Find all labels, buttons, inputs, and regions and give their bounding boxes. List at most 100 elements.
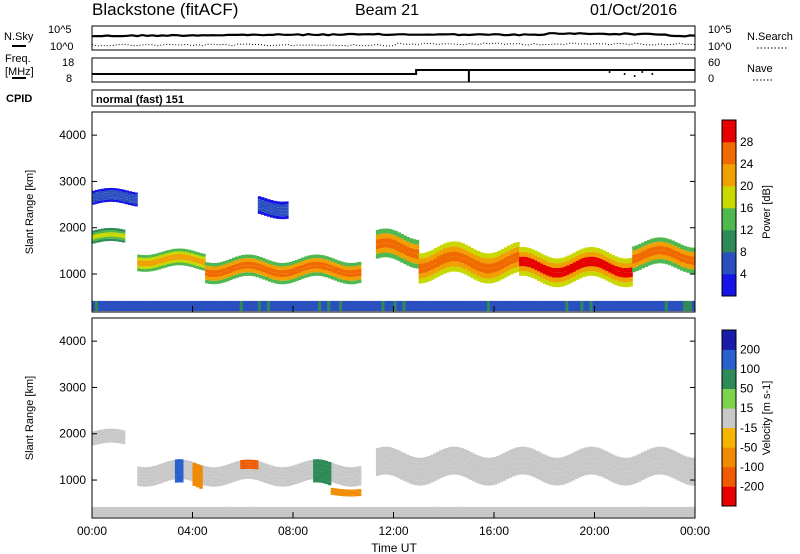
range-cell [491, 272, 496, 278]
range-cell [137, 473, 141, 477]
range-cell [391, 244, 395, 249]
range-cell [330, 492, 335, 494]
range-cell [529, 466, 533, 472]
range-cell [221, 472, 226, 476]
range-cell [528, 248, 532, 253]
range-cell [199, 469, 203, 474]
range-cell [217, 266, 221, 270]
range-cell [313, 467, 317, 471]
range-cell [516, 252, 520, 257]
range-cell [553, 457, 558, 463]
range-cell [653, 250, 657, 256]
range-cell [149, 479, 153, 483]
range-cell [155, 474, 159, 479]
range-cell [482, 258, 487, 263]
range-cell [100, 441, 105, 444]
range-cell [285, 483, 289, 487]
range-cell [464, 244, 468, 250]
range-cell [246, 465, 250, 468]
range-cell [254, 466, 259, 468]
range-cell [303, 256, 308, 260]
range-cell [532, 458, 536, 464]
range-cell [445, 457, 449, 462]
range-cell [614, 280, 618, 286]
range-cell [683, 254, 687, 259]
ground-cell [655, 506, 660, 518]
range-cell [394, 245, 398, 251]
range-cell [451, 469, 455, 475]
range-cell [593, 252, 598, 257]
range-cell [196, 257, 200, 261]
range-cell [112, 433, 117, 436]
ground-cell [230, 300, 235, 312]
ground-cell [571, 300, 575, 312]
ground-cell [176, 506, 180, 518]
range-cell [500, 249, 505, 254]
range-cell [421, 258, 426, 264]
range-cell [540, 263, 544, 269]
ground-cell [589, 506, 593, 518]
range-cell [535, 455, 540, 461]
range-cell [551, 263, 556, 268]
range-cell [121, 235, 126, 239]
range-cell [661, 451, 666, 457]
range-cell [538, 470, 543, 476]
range-cell [604, 451, 609, 456]
range-cell [397, 251, 401, 257]
range-cell [107, 188, 111, 191]
range-cell [275, 207, 280, 211]
ground-cell [625, 506, 630, 518]
range-cell [484, 457, 488, 463]
ground-cell [161, 300, 165, 312]
range-cell [415, 259, 420, 264]
range-cell [233, 478, 238, 482]
range-cell [406, 237, 410, 242]
range-cell [458, 252, 462, 258]
range-cell [342, 272, 347, 277]
range-cell [490, 457, 494, 463]
range-cell [464, 254, 468, 260]
range-cell [333, 277, 338, 281]
range-cell [494, 271, 499, 277]
ground-cell [354, 300, 358, 312]
range-cell [583, 461, 588, 466]
range-cell [274, 272, 278, 277]
range-cell [160, 254, 165, 258]
range-cell [427, 456, 431, 461]
range-cell [487, 476, 491, 481]
range-cell [167, 477, 171, 481]
range-cell [449, 261, 453, 267]
range-cell [103, 433, 108, 436]
ground-cell [505, 300, 509, 312]
range-cell [113, 195, 117, 198]
range-cell [481, 466, 485, 471]
range-cell [664, 470, 669, 476]
range-cell [167, 474, 171, 478]
range-cell [692, 462, 696, 467]
range-cell [605, 266, 609, 272]
range-cell [181, 262, 186, 266]
range-cell [333, 270, 338, 274]
range-cell [206, 473, 211, 477]
ground-cell [646, 506, 651, 518]
range-cell [276, 479, 280, 484]
range-cell [560, 262, 565, 268]
ground-cell [689, 300, 693, 312]
range-cell [333, 488, 338, 490]
range-cell [309, 469, 314, 473]
range-cell [632, 246, 636, 251]
range-cell [259, 260, 263, 265]
range-cell [680, 253, 684, 258]
range-cell [348, 489, 353, 491]
ground-cell [589, 300, 593, 312]
ground-cell [257, 506, 262, 518]
range-cell [451, 460, 455, 466]
ground-cell [309, 506, 313, 518]
range-cell [412, 253, 417, 259]
ground-cell [101, 300, 105, 312]
range-cell [291, 472, 295, 476]
range-cell [152, 259, 156, 263]
range-cell [586, 446, 591, 452]
